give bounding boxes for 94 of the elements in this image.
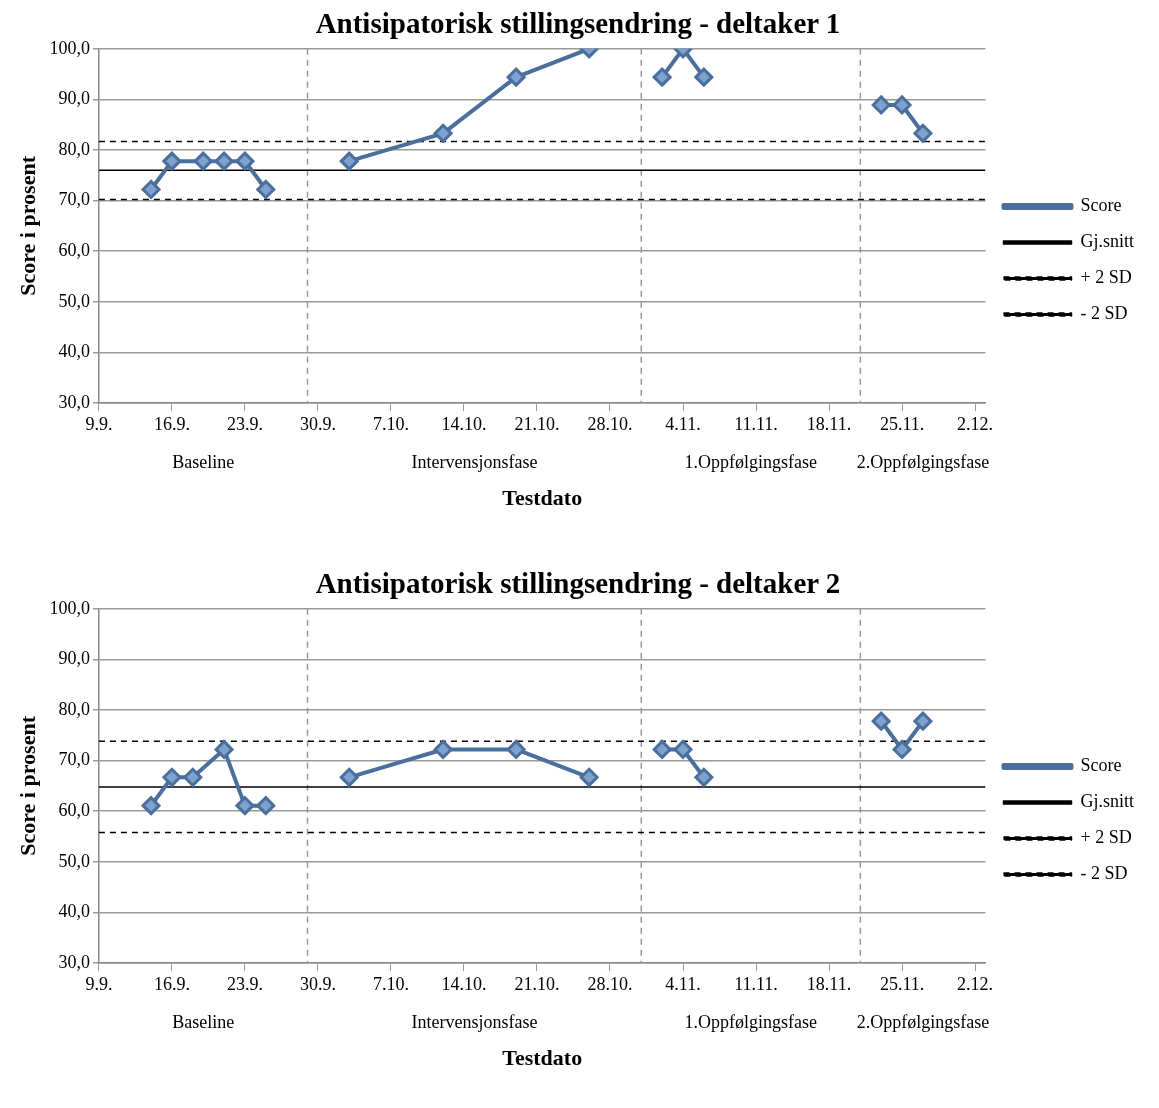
legend-label: Score — [1080, 195, 1122, 216]
legend-label: - 2 SD — [1080, 863, 1128, 884]
point — [162, 151, 182, 171]
legend-label: Score — [1080, 755, 1122, 776]
point — [506, 739, 526, 759]
x-axis-title: Testdato — [502, 485, 583, 511]
x-tick-label: 18.11. — [806, 973, 852, 994]
point — [871, 711, 891, 731]
text: Intervensjonsfase — [411, 1011, 538, 1032]
y-tick-label: 30,0 — [58, 951, 90, 972]
point — [214, 151, 234, 171]
x-tick-label: 23.9. — [226, 973, 263, 994]
point — [162, 767, 182, 787]
x-tick-label: 21.10. — [514, 413, 560, 434]
x-tick-label: 16.9. — [153, 413, 190, 434]
y-tick-label: 80,0 — [58, 138, 90, 159]
point — [652, 739, 672, 759]
x-tick-label: 23.9. — [226, 413, 263, 434]
point — [256, 796, 276, 816]
legend-label: Gj.snitt — [1080, 791, 1135, 812]
point — [183, 767, 203, 787]
y-axis-title: Score i prosent — [14, 715, 40, 856]
legend-label: + 2 SD — [1080, 267, 1132, 288]
point — [892, 739, 912, 759]
y-tick-label: 70,0 — [58, 189, 90, 210]
y-tick-label: 40,0 — [58, 901, 90, 922]
x-tick-label: 7.10. — [372, 413, 409, 434]
x-tick-label: 4.11. — [665, 973, 701, 994]
y-tick-label: 90,0 — [58, 88, 90, 109]
point — [193, 151, 213, 171]
point — [694, 67, 714, 87]
text: Baseline — [172, 1011, 235, 1032]
y-tick-label: 40,0 — [58, 341, 90, 362]
y-tick-label: 80,0 — [58, 698, 90, 719]
x-tick-label: 9.9. — [85, 413, 113, 434]
x-tick-label: 25.11. — [879, 413, 925, 434]
y-axis-title: Score i prosent — [14, 155, 40, 296]
point — [141, 796, 161, 816]
chart-title: Antisipatorisk stillingsendring - deltaker 2 — [315, 566, 841, 599]
text: Baseline — [172, 451, 235, 472]
text: Intervensjonsfase — [411, 451, 538, 472]
point — [506, 67, 526, 87]
chart-title: Antisipatorisk stillingsendring - deltaker 1 — [315, 6, 841, 39]
point — [256, 179, 276, 199]
x-tick-label: 2.12. — [957, 973, 994, 994]
text: 1.Oppfølgingsfase — [684, 451, 818, 472]
x-tick-label: 28.10. — [587, 413, 633, 434]
legend-label: + 2 SD — [1080, 827, 1132, 848]
point — [433, 739, 453, 759]
x-tick-label: 2.12. — [957, 413, 994, 434]
point — [339, 767, 359, 787]
point — [579, 767, 599, 787]
y-tick-label: 60,0 — [58, 239, 90, 260]
x-tick-label: 4.11. — [665, 413, 701, 434]
point — [673, 739, 693, 759]
y-tick-label: 50,0 — [58, 850, 90, 871]
x-tick-label: 16.9. — [153, 973, 190, 994]
x-tick-label: 25.11. — [879, 973, 925, 994]
text: 2.Oppfølgingsfase — [856, 451, 990, 472]
legend-label: Gj.snitt — [1080, 231, 1135, 252]
point — [235, 151, 255, 171]
x-tick-label: 11.11. — [734, 413, 778, 434]
point — [913, 123, 933, 143]
x-tick-label: 30.9. — [299, 413, 336, 434]
x-tick-label: 14.10. — [441, 413, 487, 434]
point — [339, 151, 359, 171]
x-tick-label: 11.11. — [734, 973, 778, 994]
point — [141, 179, 161, 199]
y-tick-label: 100,0 — [49, 37, 90, 58]
x-tick-label: 9.9. — [85, 973, 113, 994]
x-tick-label: 21.10. — [514, 973, 560, 994]
point — [694, 767, 714, 787]
x-axis-title: Testdato — [502, 1045, 583, 1071]
x-tick-label: 28.10. — [587, 973, 633, 994]
point — [913, 711, 933, 731]
y-tick-label: 30,0 — [58, 391, 90, 412]
x-tick-label: 14.10. — [441, 973, 487, 994]
point — [214, 739, 234, 759]
text: 2.Oppfølgingsfase — [856, 1011, 990, 1032]
point — [892, 95, 912, 115]
y-tick-label: 90,0 — [58, 648, 90, 669]
point — [235, 796, 255, 816]
y-tick-label: 60,0 — [58, 799, 90, 820]
text: 1.Oppfølgingsfase — [684, 1011, 818, 1032]
y-tick-label: 70,0 — [58, 749, 90, 770]
x-tick-label: 7.10. — [372, 973, 409, 994]
legend-label: - 2 SD — [1080, 303, 1128, 324]
x-tick-label: 30.9. — [299, 973, 336, 994]
y-tick-label: 100,0 — [49, 597, 90, 618]
point — [433, 123, 453, 143]
y-tick-label: 50,0 — [58, 290, 90, 311]
point — [652, 67, 672, 87]
x-tick-label: 18.11. — [806, 413, 852, 434]
point — [871, 95, 891, 115]
